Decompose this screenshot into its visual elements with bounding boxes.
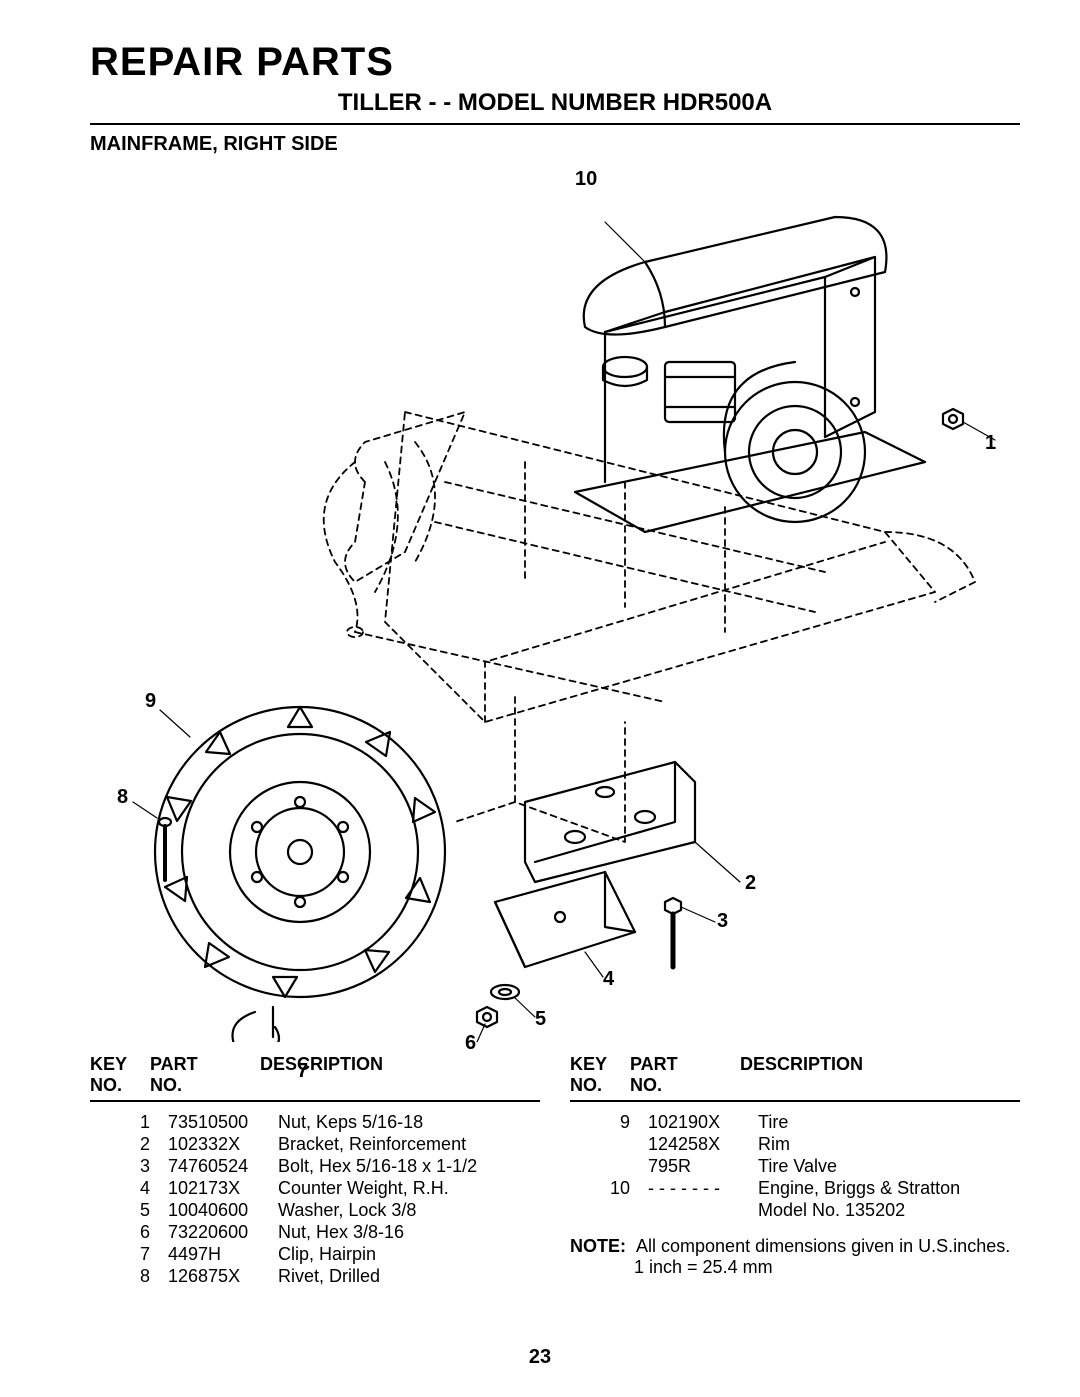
cell-part: 102190X	[648, 1112, 758, 1134]
cell-desc: Washer, Lock 3/8	[278, 1200, 540, 1222]
callout-2: 2	[745, 872, 756, 895]
table-row: 374760524Bolt, Hex 5/16-18 x 1-1/2	[90, 1156, 540, 1178]
th-key: KEY	[90, 1054, 150, 1075]
table-row: 673220600Nut, Hex 3/8-16	[90, 1222, 540, 1244]
th-key-sub-r: NO.	[570, 1075, 630, 1096]
cell-part: 795R	[648, 1156, 758, 1178]
cell-part: 126875X	[168, 1266, 278, 1288]
bracket-icon	[525, 762, 695, 882]
note-line2: 1 inch = 25.4 mm	[570, 1257, 1020, 1278]
th-part-sub: NO.	[150, 1075, 260, 1096]
cell-desc: Model No. 135202	[758, 1200, 1020, 1222]
table-row: 4102173XCounter Weight, R.H.	[90, 1178, 540, 1200]
washer-5-icon	[491, 985, 519, 999]
th-part: PART	[150, 1054, 260, 1075]
tire-icon	[155, 707, 445, 997]
cell-part: 4497H	[168, 1244, 278, 1266]
cell-desc: Tire	[758, 1112, 1020, 1134]
cell-key: 2	[90, 1134, 168, 1156]
th-key-sub: NO.	[90, 1075, 150, 1096]
table-row: 510040600Washer, Lock 3/8	[90, 1200, 540, 1222]
cell-desc: Counter Weight, R.H.	[278, 1178, 540, 1200]
nut-1-icon	[943, 409, 963, 429]
rivet-icon	[159, 818, 171, 880]
bolt-3-icon	[665, 898, 681, 967]
cell-part: 10040600	[168, 1200, 278, 1222]
table-row: Model No. 135202	[570, 1200, 1020, 1222]
exploded-diagram: 10 1 9 8 2 3 4 5 6 7	[105, 162, 1005, 1042]
callout-4: 4	[603, 968, 614, 991]
cell-key: 7	[90, 1244, 168, 1266]
callout-9: 9	[145, 690, 156, 713]
cell-desc: Nut, Hex 3/8-16	[278, 1222, 540, 1244]
cell-part: 73510500	[168, 1112, 278, 1134]
section-heading: MAINFRAME, RIGHT SIDE	[90, 133, 1020, 156]
parts-table-right: KEY NO. PART NO. DESCRIPTION 9102190XTir…	[570, 1052, 1020, 1288]
th-part-sub-r: NO.	[630, 1075, 740, 1096]
cell-desc: Rivet, Drilled	[278, 1266, 540, 1288]
cell-key: 4	[90, 1178, 168, 1200]
cell-desc: Clip, Hairpin	[278, 1244, 540, 1266]
nut-6-icon	[477, 1007, 497, 1027]
page-number: 23	[0, 1346, 1080, 1369]
cell-desc: Bracket, Reinforcement	[278, 1134, 540, 1156]
th-key-r: KEY	[570, 1054, 630, 1075]
cell-key: 5	[90, 1200, 168, 1222]
cell-desc: Engine, Briggs & Stratton	[758, 1178, 1020, 1200]
note-line1: All component dimensions given in U.S.in…	[636, 1236, 1010, 1256]
th-part-r: PART	[630, 1054, 740, 1075]
table-row: 795RTire Valve	[570, 1156, 1020, 1178]
cell-desc: Tire Valve	[758, 1156, 1020, 1178]
callout-5: 5	[535, 1008, 546, 1031]
table-row: 10- - - - - - -Engine, Briggs & Stratton	[570, 1178, 1020, 1200]
table-row: 2102332XBracket, Reinforcement	[90, 1134, 540, 1156]
note-label: NOTE:	[570, 1236, 626, 1256]
cell-key: 1	[90, 1112, 168, 1134]
callout-7: 7	[297, 1060, 308, 1083]
note-block: NOTE: All component dimensions given in …	[570, 1236, 1020, 1278]
cell-part: 102332X	[168, 1134, 278, 1156]
cell-key: 10	[570, 1178, 648, 1200]
callout-8: 8	[117, 786, 128, 809]
callout-3: 3	[717, 910, 728, 933]
callout-6: 6	[465, 1032, 476, 1055]
cell-key	[570, 1134, 648, 1156]
parts-table-left: KEY NO. PART NO. DESCRIPTION 173510500Nu…	[90, 1052, 540, 1288]
cell-desc: Bolt, Hex 5/16-18 x 1-1/2	[278, 1156, 540, 1178]
table-row: 173510500Nut, Keps 5/16-18	[90, 1112, 540, 1134]
page-subtitle: TILLER - - MODEL NUMBER HDR500A	[90, 89, 1020, 117]
title-underline	[90, 123, 1020, 125]
th-desc-r: DESCRIPTION	[740, 1054, 1020, 1075]
table-row: 74497HClip, Hairpin	[90, 1244, 540, 1266]
hairpin-clip-icon	[233, 1007, 280, 1042]
cell-key: 3	[90, 1156, 168, 1178]
cell-key: 9	[570, 1112, 648, 1134]
cell-desc: Rim	[758, 1134, 1020, 1156]
cell-part: 73220600	[168, 1222, 278, 1244]
cell-part: 102173X	[168, 1178, 278, 1200]
cell-desc: Nut, Keps 5/16-18	[278, 1112, 540, 1134]
table-row: 124258XRim	[570, 1134, 1020, 1156]
cell-part	[648, 1200, 758, 1222]
cell-part: - - - - - - -	[648, 1178, 758, 1200]
cell-part: 74760524	[168, 1156, 278, 1178]
table-row: 9102190XTire	[570, 1112, 1020, 1134]
engine-icon	[575, 217, 925, 532]
cell-key: 6	[90, 1222, 168, 1244]
page-title: REPAIR PARTS	[90, 40, 1020, 85]
cell-key: 8	[90, 1266, 168, 1288]
cell-part: 124258X	[648, 1134, 758, 1156]
parts-tables: KEY NO. PART NO. DESCRIPTION 173510500Nu…	[90, 1052, 1020, 1288]
counter-weight-icon	[495, 872, 635, 967]
table-row: 8126875XRivet, Drilled	[90, 1266, 540, 1288]
callout-1: 1	[985, 432, 996, 455]
cell-key	[570, 1200, 648, 1222]
cell-key	[570, 1156, 648, 1178]
callout-10: 10	[575, 168, 597, 191]
